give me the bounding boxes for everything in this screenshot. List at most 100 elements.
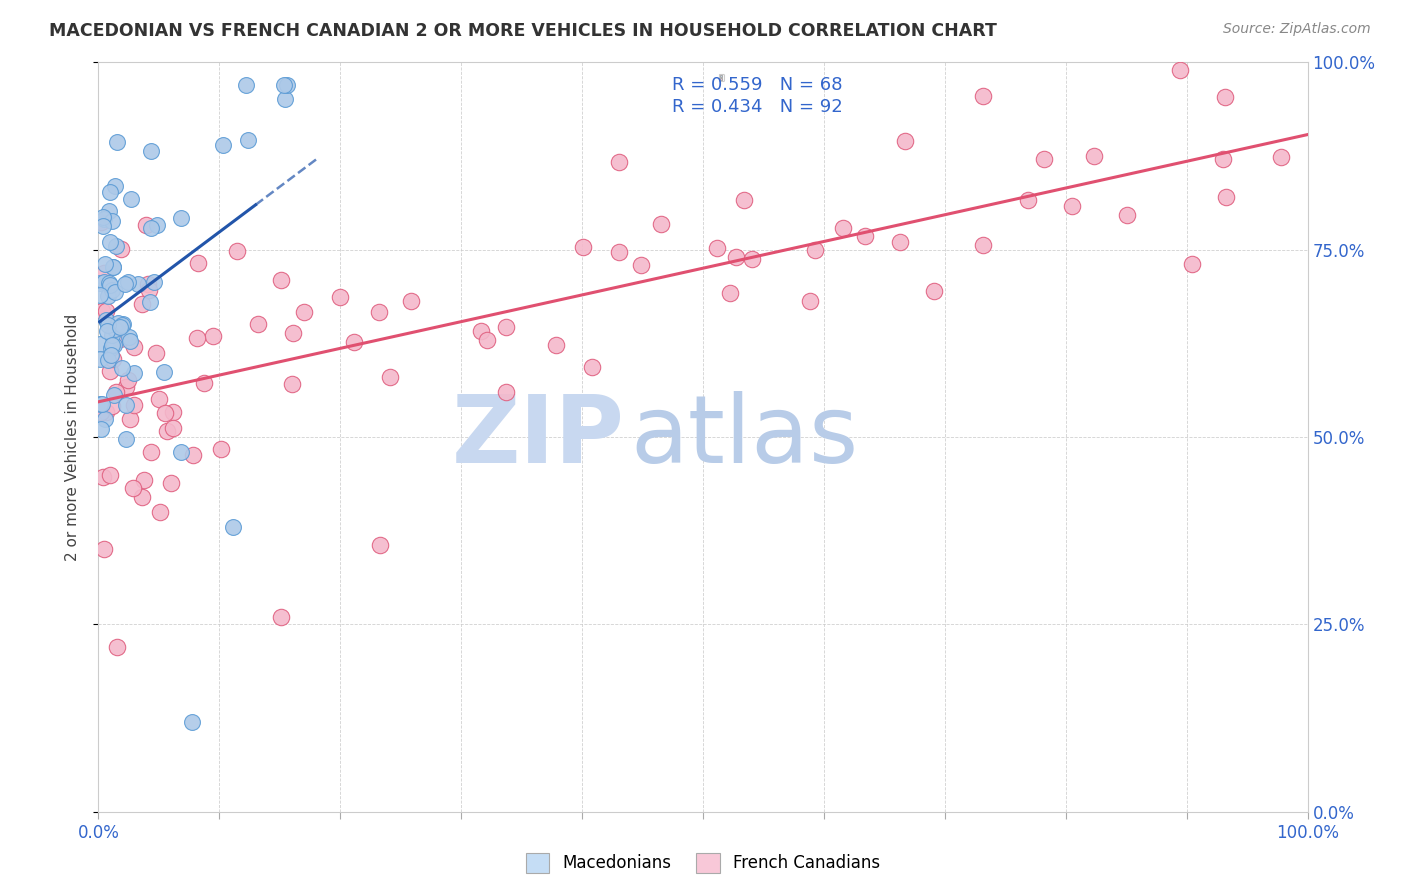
Point (131, 490, 153, 504)
Point (893, 134, 915, 148)
Text: R = 0.434   N = 92: R = 0.434 N = 92 (672, 98, 842, 116)
Point (104, 179, 127, 194)
Point (143, 275, 166, 289)
Point (101, 214, 124, 228)
Point (103, 388, 125, 402)
Point (368, 305, 391, 319)
Point (630, 258, 652, 272)
Point (281, 326, 304, 340)
Point (145, 346, 167, 360)
Point (103, 285, 125, 300)
Point (1212, 152, 1234, 166)
Point (235, 78, 257, 92)
Point (89, 337, 111, 351)
Point (270, 273, 292, 287)
Point (101, 260, 124, 274)
Point (160, 475, 183, 490)
Point (145, 218, 167, 232)
Point (98, 235, 121, 250)
Point (149, 505, 172, 519)
Point (607, 154, 630, 169)
Point (89, 422, 111, 436)
Point (90, 405, 112, 419)
Point (139, 220, 162, 235)
Point (101, 283, 124, 297)
Point (281, 376, 304, 391)
Point (90, 397, 112, 411)
Point (138, 277, 160, 291)
Point (122, 340, 145, 354)
Point (181, 448, 204, 462)
Point (115, 432, 138, 446)
Point (103, 322, 125, 336)
Point (292, 305, 315, 319)
Point (93, 211, 115, 226)
Point (138, 284, 160, 298)
Point (495, 320, 517, 334)
Text: R = 0.559   N = 68: R = 0.559 N = 68 (672, 76, 842, 95)
Point (101, 260, 124, 274)
Point (274, 91, 297, 105)
Point (139, 295, 162, 310)
Point (1032, 153, 1054, 167)
Text: ZIP: ZIP (451, 391, 624, 483)
Point (122, 399, 145, 413)
Point (115, 398, 138, 412)
Point (162, 405, 184, 419)
Point (378, 370, 401, 384)
Point (368, 538, 391, 552)
Point (1115, 208, 1137, 222)
Point (922, 285, 945, 299)
Point (97, 318, 120, 333)
Point (572, 240, 595, 254)
Point (1181, 257, 1204, 271)
Point (273, 78, 295, 92)
Point (100, 348, 122, 362)
Point (108, 333, 131, 347)
Point (100, 341, 122, 355)
Point (1017, 193, 1039, 207)
Point (118, 411, 141, 425)
Point (112, 317, 135, 331)
Point (115, 380, 138, 394)
Legend: , : , (718, 74, 724, 80)
Point (799, 293, 821, 308)
Point (94, 257, 117, 271)
Point (741, 252, 763, 266)
Point (131, 297, 153, 311)
Point (97, 276, 120, 290)
Point (96, 304, 118, 318)
Point (97, 289, 120, 303)
Point (139, 144, 162, 158)
Point (733, 193, 755, 207)
Point (475, 333, 498, 347)
Point (212, 138, 235, 153)
Point (93, 275, 115, 289)
Point (117, 276, 139, 290)
Point (1083, 148, 1105, 162)
Point (96, 324, 118, 338)
Point (202, 329, 225, 343)
Point (96, 405, 118, 419)
Point (399, 293, 422, 308)
Point (98, 364, 121, 378)
Point (104, 239, 127, 253)
Point (889, 235, 911, 249)
Point (724, 251, 747, 265)
Point (93, 211, 115, 225)
Point (152, 365, 174, 379)
Point (111, 361, 134, 376)
Point (1270, 150, 1292, 164)
Point (1168, 62, 1191, 77)
Point (972, 89, 994, 103)
Point (98, 278, 121, 293)
Point (236, 133, 259, 147)
Point (98, 468, 121, 483)
Point (155, 406, 177, 420)
Point (607, 245, 630, 260)
Point (186, 331, 208, 345)
Y-axis label: 2 or more Vehicles in Household: 2 or more Vehicles in Household (65, 313, 80, 561)
Point (246, 318, 269, 332)
Point (170, 211, 193, 226)
Point (187, 256, 209, 270)
